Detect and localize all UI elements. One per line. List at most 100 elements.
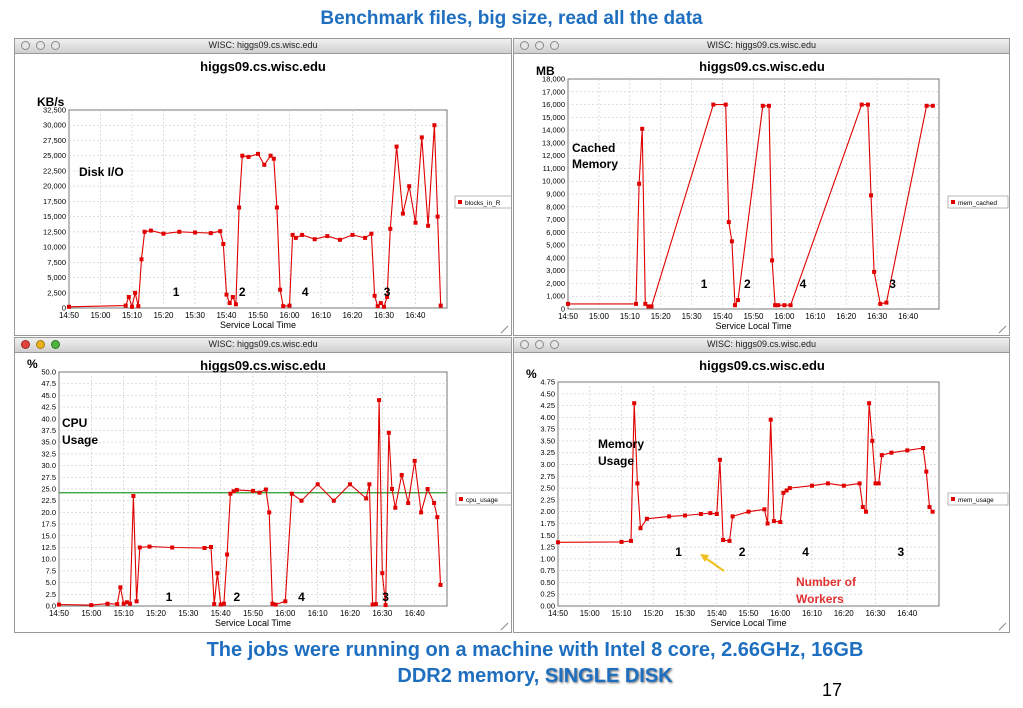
close-button[interactable] (21, 340, 30, 349)
annotation-line-2: Usage (598, 454, 634, 468)
chart-title: higgs09.cs.wisc.edu (699, 59, 825, 74)
resize-grip (998, 622, 1007, 631)
y-tick-label: 2.25 (540, 495, 555, 504)
y-tick-label: 7,000 (546, 215, 565, 224)
data-point (290, 232, 295, 237)
data-point (268, 153, 273, 158)
close-button[interactable] (21, 41, 30, 50)
window-titlebar[interactable]: WISC: higgs09.cs.wisc.edu (15, 338, 511, 353)
window-titlebar[interactable]: WISC: higgs09.cs.wisc.edu (15, 39, 511, 54)
x-tick-label: 15:10 (122, 311, 143, 320)
window-memory-usage: WISC: higgs09.cs.wisc.edu higgs09.cs.wis… (513, 337, 1010, 633)
x-tick-label: 16:20 (836, 312, 857, 321)
minimize-button[interactable] (535, 41, 544, 50)
data-point (634, 301, 638, 306)
data-point (147, 544, 152, 549)
window-title: WISC: higgs09.cs.wisc.edu (706, 40, 817, 50)
data-point (105, 601, 110, 606)
data-point (382, 304, 386, 309)
data-point (629, 538, 633, 543)
phase-label: 1 (675, 545, 682, 559)
close-button[interactable] (520, 41, 529, 50)
data-point (123, 303, 128, 308)
close-button[interactable] (520, 340, 529, 349)
data-point (419, 135, 424, 140)
data-point (230, 295, 235, 299)
phase-label: 4 (302, 285, 309, 299)
data-point (930, 103, 935, 108)
y-tick-label: 22,500 (43, 166, 66, 175)
y-tick-label: 10.0 (41, 555, 56, 564)
chart-title: higgs09.cs.wisc.edu (200, 59, 326, 74)
minimize-button[interactable] (36, 340, 45, 349)
x-tick-label: 15:20 (651, 312, 672, 321)
data-point (640, 126, 645, 131)
x-tick-label: 15:00 (90, 311, 111, 320)
y-tick-label: 0.25 (540, 590, 555, 599)
data-point (228, 491, 233, 496)
data-point (619, 539, 624, 544)
series-line-blocks_in_R (68, 125, 442, 309)
y-tick-label: 4.75 (540, 378, 555, 387)
data-point (399, 473, 404, 477)
data-point (271, 156, 276, 161)
legend: mem_usage (947, 492, 1009, 506)
data-point (869, 193, 873, 198)
data-point (432, 501, 437, 505)
data-point (364, 496, 369, 501)
x-tick-label: 16:00 (770, 609, 791, 618)
data-point (867, 401, 872, 406)
x-tick-label: 15:00 (81, 609, 102, 618)
y-tick-label: 2.50 (540, 484, 555, 493)
y-tick-label: 4.50 (540, 389, 555, 398)
zoom-button[interactable] (550, 41, 559, 50)
y-tick-label: 14,000 (542, 126, 565, 135)
minimize-button[interactable] (535, 340, 544, 349)
data-point (383, 603, 388, 608)
data-point (736, 298, 740, 303)
single-disk-emphasis: SINGLE DISK (544, 665, 673, 687)
zoom-button[interactable] (550, 340, 559, 349)
data-point (221, 601, 226, 606)
data-point (649, 304, 654, 309)
data-point (556, 540, 560, 545)
data-point (435, 515, 440, 520)
data-point (202, 546, 207, 550)
x-tick-label: 16:40 (897, 609, 918, 618)
window-titlebar[interactable]: WISC: higgs09.cs.wisc.edu (514, 338, 1009, 353)
y-tick-label: 1.50 (540, 531, 555, 540)
phase-label: 3 (889, 277, 896, 291)
data-point (637, 181, 642, 186)
data-point (760, 103, 765, 108)
data-point (224, 292, 229, 297)
zoom-button[interactable] (51, 340, 60, 349)
window-titlebar[interactable]: WISC: higgs09.cs.wisc.edu (514, 39, 1009, 54)
x-tick-label: 16:40 (898, 312, 919, 321)
data-point (283, 599, 288, 604)
data-point (924, 469, 929, 474)
zoom-button[interactable] (51, 41, 60, 50)
x-tick-label: 16:40 (405, 311, 426, 320)
data-point (644, 516, 649, 521)
data-point (57, 602, 61, 607)
data-point (730, 514, 735, 519)
y-tick-label: 32,500 (43, 106, 66, 115)
x-tick-label: 15:40 (707, 609, 728, 618)
data-point (419, 510, 424, 515)
data-point (369, 231, 374, 236)
data-point (905, 448, 910, 453)
data-point (876, 481, 881, 486)
minimize-button[interactable] (36, 41, 45, 50)
y-tick-label: 3.75 (540, 425, 555, 434)
y-tick-label: 27.5 (41, 473, 56, 482)
y-tick-label: 8,000 (546, 202, 565, 211)
data-point (136, 304, 141, 309)
x-tick-label: 15:10 (620, 312, 641, 321)
data-point (770, 258, 775, 263)
y-tick-label: 1.00 (540, 554, 555, 563)
data-point (251, 488, 255, 493)
y-tick-label: 11,000 (543, 164, 565, 173)
y-tick-label: 15.0 (41, 531, 56, 540)
annotation-line-2: Memory (572, 157, 618, 171)
x-tick-label: 15:40 (211, 609, 232, 618)
